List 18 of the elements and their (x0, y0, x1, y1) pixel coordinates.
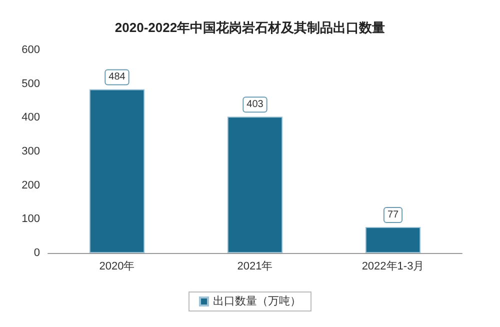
data-label: 484 (108, 72, 126, 83)
x-tick-label: 2020年 (99, 260, 135, 272)
legend-label: 出口数量（万吨） (213, 294, 301, 308)
bar (89, 89, 145, 253)
y-tick-label: 0 (34, 247, 40, 259)
bar (227, 116, 283, 253)
bar (365, 226, 421, 253)
x-tick-label: 2021年 (237, 260, 273, 272)
y-tick-label: 400 (22, 112, 40, 124)
y-tick-label: 600 (22, 44, 40, 56)
y-tick-label: 300 (22, 146, 40, 158)
data-label: 403 (246, 99, 264, 110)
data-label: 77 (387, 209, 399, 220)
chart-title: 2020-2022年中国花岗岩石材及其制品出口数量 (114, 20, 386, 35)
y-tick-label: 100 (22, 213, 40, 226)
y-tick-label: 200 (22, 179, 40, 192)
y-tick-label: 500 (22, 78, 40, 90)
x-tick-label: 2022年1-3月 (362, 260, 424, 272)
